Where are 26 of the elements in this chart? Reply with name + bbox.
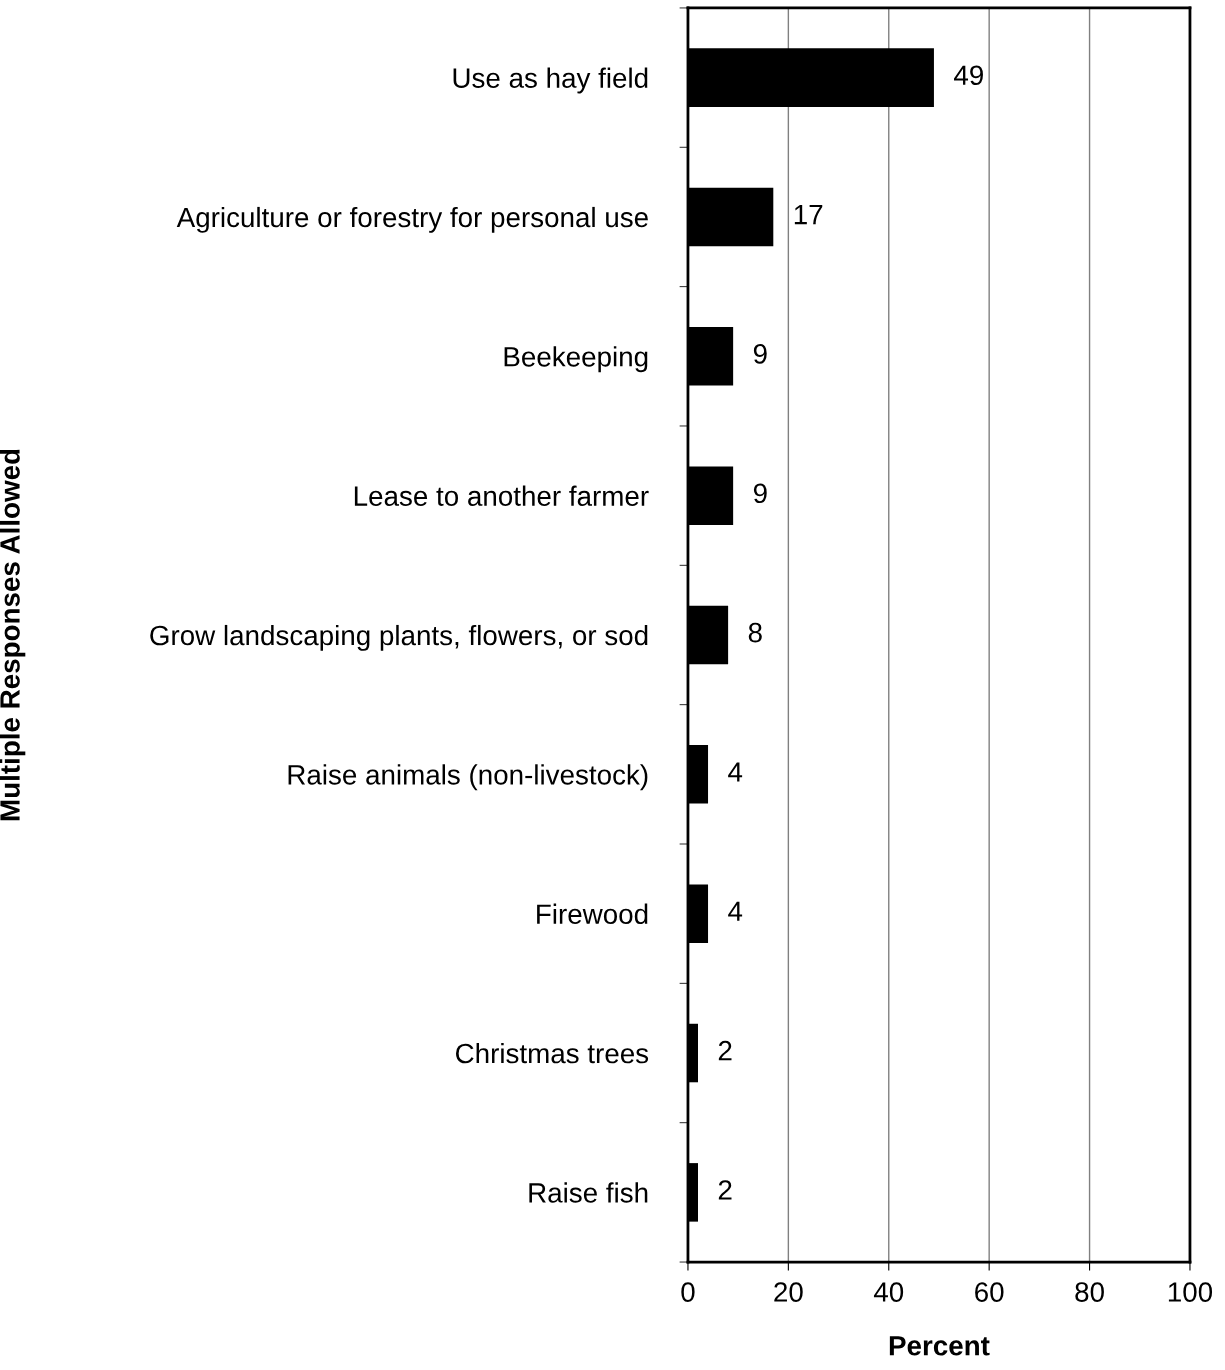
- x-tick-label: 40: [873, 1282, 904, 1302]
- data-label: 9: [753, 483, 767, 504]
- data-label: 9: [753, 344, 767, 364]
- data-label: 8: [748, 622, 762, 643]
- y-tick-label: Use as hay field: [453, 67, 648, 94]
- x-tick-label: 80: [1075, 1282, 1104, 1302]
- data-label: 4: [728, 901, 743, 921]
- data-label: 2: [718, 1180, 732, 1200]
- y-tick-label: Beekeeping: [504, 346, 648, 373]
- x-tick-label: 60: [975, 1282, 1004, 1302]
- x-tick-label: 20: [774, 1282, 803, 1302]
- y-tick-label: Raise animals (non-livestock): [288, 764, 648, 791]
- x-tick-label: 0: [681, 1282, 695, 1302]
- x-axis-title: Percent: [889, 1336, 990, 1356]
- y-tick-label: Lease to another farmer: [354, 485, 649, 506]
- y-tick-label: Raise fish: [529, 1182, 648, 1203]
- y-tick-label: Christmas trees: [456, 1042, 649, 1064]
- y-tick-label: Firewood: [537, 903, 648, 925]
- data-label: 4: [728, 762, 743, 782]
- y-axis-title: Multiple Responses Allowed: [0, 449, 26, 821]
- y-tick-label: Grow landscaping plants, flowers, or sod: [150, 624, 648, 651]
- data-label: 49: [954, 65, 983, 86]
- data-label: 17: [794, 205, 823, 225]
- data-label: 2: [718, 1040, 732, 1061]
- y-tick-label: Agriculture or forestry for personal use: [176, 206, 648, 233]
- x-tick-label: 100: [1168, 1282, 1213, 1302]
